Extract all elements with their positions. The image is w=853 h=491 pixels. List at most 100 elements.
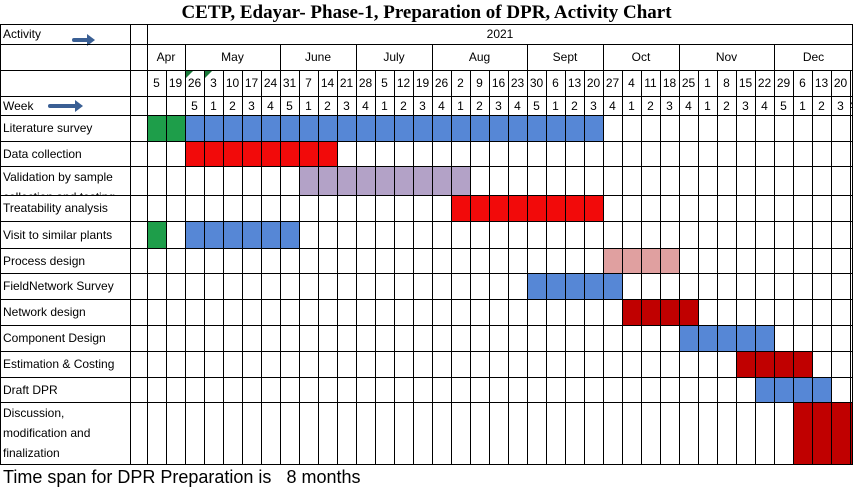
week-number: 5 [191, 98, 198, 113]
grid-line [527, 70, 528, 464]
activity-bar-cell [299, 141, 318, 166]
activity-bar-cell [299, 115, 318, 141]
activity-label: Draft DPR [3, 382, 58, 397]
activity-bar-cell [698, 325, 717, 351]
grid-line [0, 115, 853, 116]
date-label: 18 [662, 76, 677, 90]
date-label: 26 [434, 76, 449, 90]
activity-bar-cell [147, 221, 166, 248]
activity-bar-cell [812, 402, 831, 464]
comment-marker-icon [205, 71, 212, 78]
grid-line [774, 70, 775, 464]
activity-bar-cell [489, 115, 508, 141]
activity-chart-grid: Activity 2021 Apr May June July Aug Sept Oct Nov D… [0, 24, 853, 465]
date-label: 8 [723, 76, 730, 90]
activity-bar-cell [242, 115, 261, 141]
month-label: Dec [802, 50, 825, 64]
activity-label: Process design [3, 253, 86, 268]
activity-bar-cell [147, 115, 166, 141]
activity-bar-cell [565, 273, 584, 299]
activity-bar-cell [793, 351, 812, 377]
activity-bar-cell [736, 325, 755, 351]
activity-bar-cell [793, 402, 812, 464]
activity-bar-cell [204, 141, 223, 166]
month-label: May [221, 50, 244, 64]
grid-line [546, 70, 547, 464]
week-header: Week [3, 98, 34, 113]
grid-line [0, 166, 853, 167]
date-label: 29 [776, 76, 791, 90]
week-number: 2 [571, 98, 578, 113]
date-label: 10 [225, 76, 240, 90]
date-label: 12 [396, 76, 411, 90]
activity-bar-cell [584, 115, 603, 141]
grid-line [242, 70, 243, 464]
activity-bar-cell [451, 115, 470, 141]
activity-bar-cell [356, 115, 375, 141]
activity-bar-cell [565, 115, 584, 141]
week-number: 2 [400, 98, 407, 113]
grid-line [0, 44, 853, 45]
activity-label: Validation by sample collection and test… [3, 170, 115, 195]
activity-label: Treatability analysis [3, 201, 108, 215]
week-number: 5 [780, 98, 787, 113]
week-number: 3 [248, 98, 255, 113]
week-number: 4 [685, 98, 692, 113]
date-label: 27 [605, 76, 620, 90]
grid-line [0, 464, 853, 465]
week-number: 2 [818, 98, 825, 113]
grid-line [185, 70, 186, 464]
week-number: 1 [457, 98, 464, 113]
week-number: 1 [210, 98, 217, 113]
arrow-right-icon [72, 34, 95, 46]
grid-line [356, 44, 357, 70]
grid-line [299, 70, 300, 464]
week-number [147, 96, 166, 115]
week-number: 4 [850, 96, 853, 115]
activity-bar-cell [242, 221, 261, 248]
date-label: 13 [567, 76, 582, 90]
activity-label: Component Design [3, 331, 106, 345]
activity-bar-cell [755, 351, 774, 377]
grid-line [660, 70, 661, 464]
grid-line [622, 70, 623, 464]
grid-line [356, 70, 357, 464]
week-number [166, 96, 185, 115]
activity-bar-cell [470, 115, 489, 141]
grid-line [413, 70, 414, 464]
activity-header: Activity [3, 27, 42, 41]
week-number: 1 [305, 98, 312, 113]
activity-bar-cell [565, 195, 584, 221]
date-label: 1 [704, 76, 711, 90]
week-number: 4 [761, 98, 768, 113]
week-number: 3 [495, 98, 502, 113]
activity-bar-cell [850, 402, 853, 464]
week-number: 4 [609, 98, 616, 113]
activity-bar-cell [318, 115, 337, 141]
activity-bar-cell [755, 377, 774, 402]
activity-bar-cell [375, 166, 394, 195]
grid-line [130, 24, 131, 464]
grid-line [204, 70, 205, 464]
activity-bar-cell [242, 141, 261, 166]
week-number: 2 [647, 98, 654, 113]
grid-line [185, 44, 186, 70]
grid-line [470, 70, 471, 464]
week-number: 3 [666, 98, 673, 113]
activity-bar-cell [508, 115, 527, 141]
week-number: 4 [514, 98, 521, 113]
grid-line [0, 141, 853, 142]
activity-bar-cell [451, 166, 470, 195]
grid-line [223, 70, 224, 464]
grid-line [0, 221, 853, 222]
activity-bar-cell [166, 115, 185, 141]
activity-bar-cell [660, 299, 679, 325]
grid-line [774, 44, 775, 70]
activity-bar-cell [413, 115, 432, 141]
activity-bar-cell [337, 166, 356, 195]
week-number: 1 [628, 98, 635, 113]
grid-line [489, 70, 490, 464]
activity-bar-cell [622, 299, 641, 325]
grid-line [584, 70, 585, 464]
activity-label: Discussion, modification and finalizatio… [3, 406, 91, 460]
